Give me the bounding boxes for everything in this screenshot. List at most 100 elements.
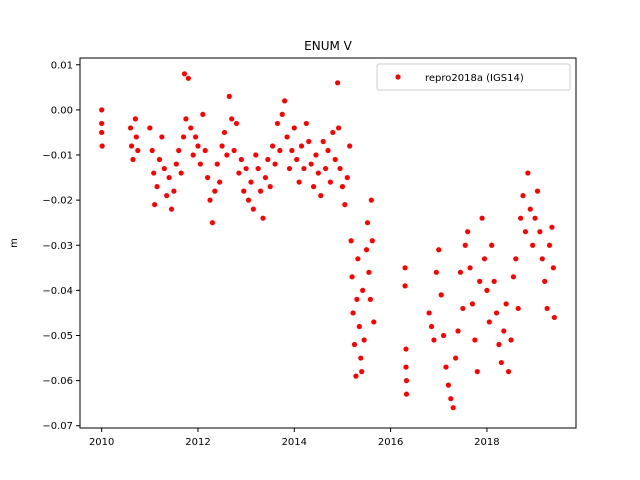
data-point [217, 179, 223, 185]
data-point [350, 310, 356, 316]
data-point [248, 179, 254, 185]
data-point [503, 301, 509, 307]
data-point [438, 292, 444, 298]
data-point [284, 134, 290, 140]
data-point [358, 355, 364, 361]
data-point [231, 147, 237, 154]
data-point [188, 125, 194, 131]
data-point [486, 319, 492, 325]
data-point [226, 93, 232, 99]
data-point [99, 120, 105, 127]
data-point [308, 161, 314, 167]
data-point [371, 319, 377, 325]
data-point [403, 346, 409, 352]
data-point [355, 256, 361, 262]
data-point [202, 147, 208, 154]
data-point [477, 278, 483, 284]
data-point [472, 337, 478, 343]
data-point [238, 156, 244, 163]
y-tick-label: −0.01 [42, 151, 73, 162]
data-point [367, 296, 373, 302]
data-point [178, 170, 184, 176]
data-point [403, 391, 410, 397]
data-point [301, 165, 307, 172]
data-point [181, 71, 188, 77]
data-points [99, 71, 557, 411]
data-point [369, 238, 375, 244]
data-point [498, 359, 504, 366]
data-point [479, 215, 485, 221]
data-point [332, 156, 338, 163]
data-point [344, 174, 350, 181]
x-axis: 2010 2012 2014 2016 2018 [89, 428, 500, 448]
data-point [99, 129, 105, 136]
data-point [335, 125, 342, 131]
data-point [510, 274, 516, 280]
data-point [221, 129, 228, 136]
data-point [402, 265, 408, 271]
legend: repro2018a (IGS14) [376, 63, 571, 91]
data-point [356, 323, 362, 330]
data-point [453, 355, 459, 361]
data-point [173, 161, 179, 167]
data-point [465, 229, 471, 235]
data-point [229, 116, 235, 122]
data-point [176, 147, 182, 154]
data-point [313, 152, 319, 158]
y-tick-label: −0.05 [42, 331, 73, 342]
data-point [253, 152, 259, 158]
data-point [282, 98, 288, 104]
data-point [192, 134, 199, 140]
data-point [262, 174, 268, 181]
data-point [525, 170, 531, 176]
data-point [436, 247, 442, 253]
y-tick-label: 0.01 [51, 60, 73, 71]
data-point [522, 229, 529, 235]
data-point [462, 242, 468, 248]
data-point [549, 224, 555, 230]
data-point [245, 197, 252, 203]
data-point [491, 278, 497, 284]
data-point [152, 202, 158, 208]
data-point [133, 134, 139, 140]
data-point [303, 120, 309, 127]
data-point [493, 310, 500, 316]
data-point [195, 143, 201, 149]
data-point [180, 134, 187, 140]
legend-marker [395, 74, 401, 80]
data-point [296, 179, 302, 185]
data-point [518, 215, 524, 221]
data-point [364, 220, 371, 226]
data-point [236, 170, 242, 176]
data-point [135, 147, 141, 154]
data-point [233, 120, 240, 127]
data-point [354, 296, 360, 302]
data-point [508, 337, 514, 343]
data-point [306, 138, 312, 145]
chart-title: ENUM V [304, 39, 353, 53]
data-point [274, 120, 281, 127]
data-point [474, 369, 480, 375]
data-point [265, 156, 271, 163]
legend-entry-label: repro2018a (IGS14) [425, 73, 524, 84]
data-point [542, 278, 548, 284]
data-point [279, 111, 285, 117]
data-point [505, 369, 512, 375]
x-tick-label: 2010 [89, 437, 114, 448]
data-point [99, 107, 105, 113]
data-point [164, 193, 170, 199]
data-point [214, 161, 220, 167]
data-point [166, 174, 172, 181]
y-tick-label: 0.00 [51, 105, 73, 116]
y-tick-label: −0.03 [42, 241, 73, 252]
data-point [455, 328, 461, 334]
data-point [342, 202, 348, 208]
data-point [550, 265, 556, 271]
data-point [219, 143, 225, 149]
data-point [168, 206, 175, 212]
data-point [402, 283, 408, 289]
data-point [448, 396, 454, 402]
data-point [197, 161, 203, 167]
data-point [250, 206, 256, 212]
